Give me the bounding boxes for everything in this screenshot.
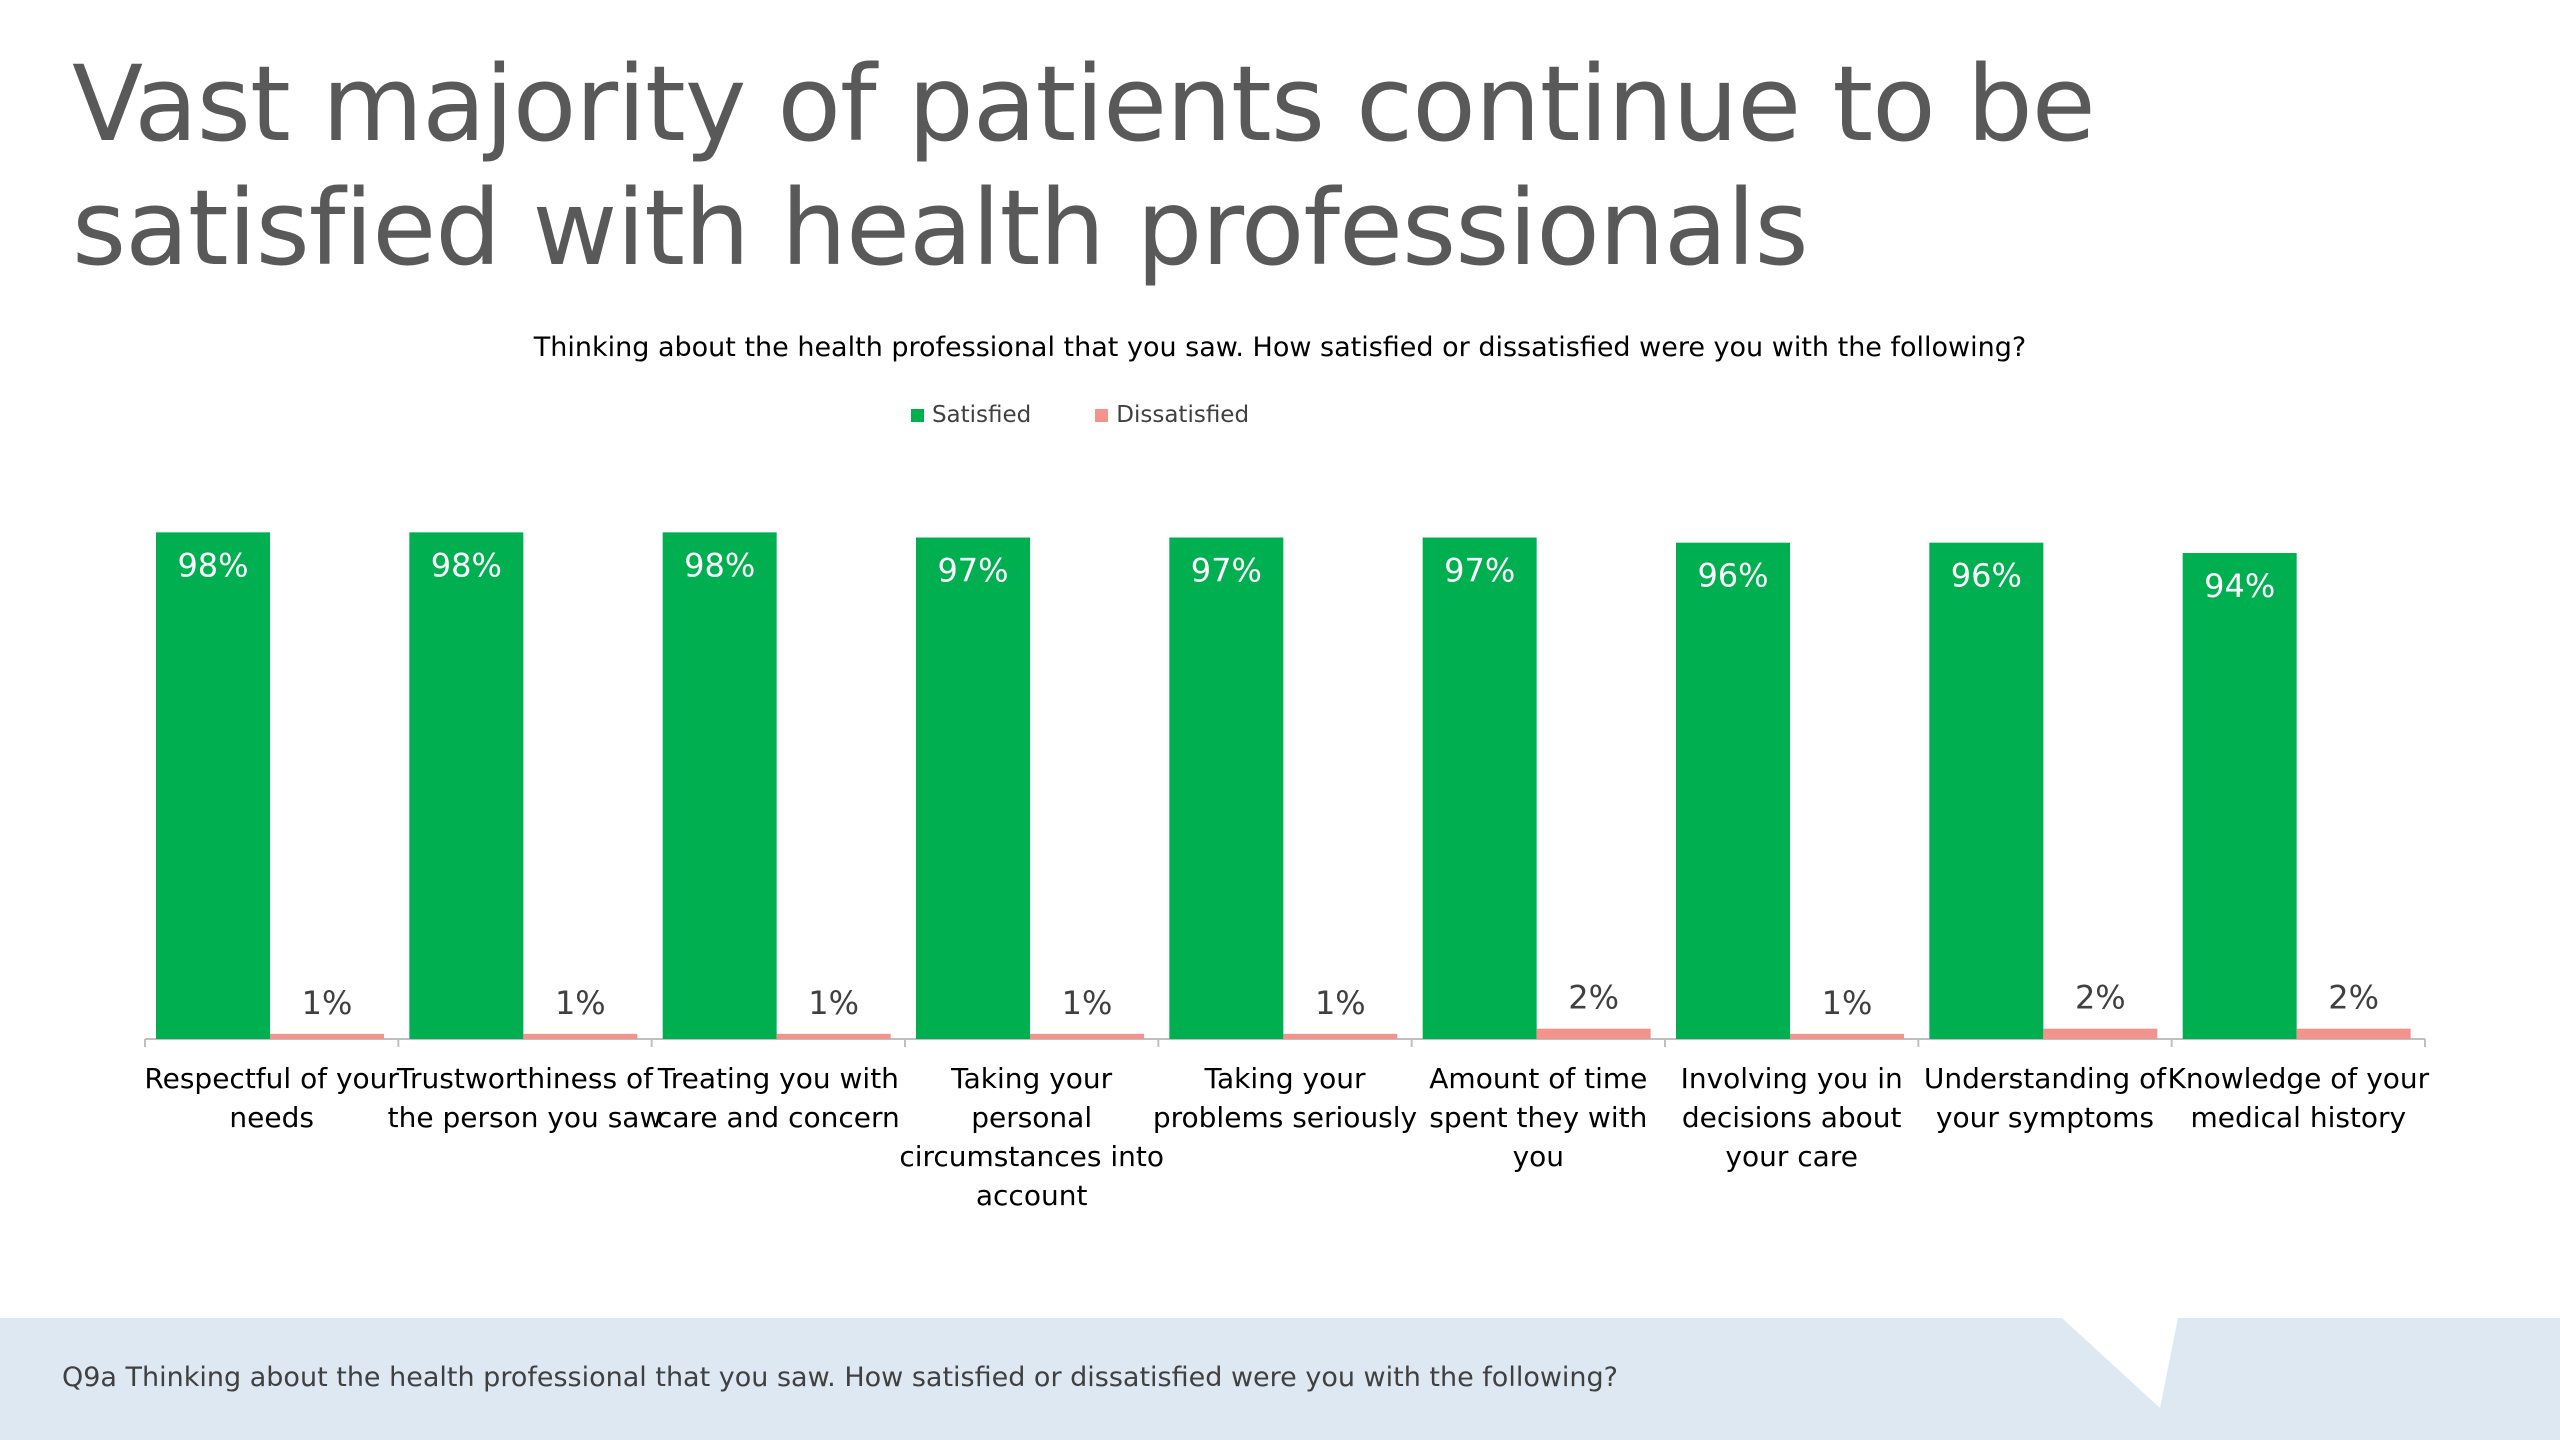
bar-satisfied <box>409 532 524 1039</box>
category-label: Knowledge of your medical history <box>2167 1062 2429 1134</box>
legend-item-satisfied: Satisfied <box>910 402 1032 428</box>
bar-satisfied <box>916 537 1030 1039</box>
data-label-satisfied: 98% <box>431 546 502 584</box>
legend-swatch-dissatisfied <box>1095 408 1109 422</box>
data-label-satisfied: 96% <box>1697 557 1768 595</box>
category-label: Taking your personal circumstances into acc… <box>899 1062 1164 1212</box>
data-label-satisfied: 97% <box>1444 552 1515 590</box>
data-label-dissatisfied: 1% <box>1822 984 1873 1022</box>
category-label: Treating you with care and concern <box>657 1062 900 1134</box>
data-label-satisfied: 97% <box>1191 552 1262 590</box>
bar-dissatisfied <box>1030 1033 1144 1039</box>
bar-satisfied <box>1676 542 1790 1039</box>
bar-dissatisfied <box>2296 1028 2411 1039</box>
bar-dissatisfied <box>523 1033 638 1039</box>
bar-satisfied <box>1929 542 2044 1039</box>
category-label: Taking your problems seriously <box>1153 1062 1417 1134</box>
chart-subtitle: Thinking about the health professional t… <box>533 332 2027 363</box>
bar-satisfied <box>2182 553 2297 1039</box>
bar-dissatisfied <box>270 1033 384 1039</box>
bar-satisfied <box>662 532 777 1039</box>
data-label-satisfied: 98% <box>684 546 755 584</box>
bar-satisfied <box>1422 537 1537 1039</box>
category-label: Involving you in decisions about your care <box>1681 1062 1903 1173</box>
data-label-dissatisfied: 1% <box>808 984 859 1022</box>
legend-label-dissatisfied: Dissatisfied <box>1116 402 1250 428</box>
category-label: Trustworthiness of the person you saw <box>388 1062 663 1134</box>
bar-chart: 98% 1% Respectful of your needs 98% 1% Trustwo… <box>144 532 2430 1212</box>
data-label-dissatisfied: 2% <box>1568 979 1619 1017</box>
data-label-satisfied: 96% <box>1951 557 2022 595</box>
data-label-dissatisfied: 2% <box>2328 979 2379 1017</box>
data-label-dissatisfied: 1% <box>1315 984 1366 1022</box>
category-label: Amount of time spent they with you <box>1429 1062 1647 1173</box>
bar-satisfied <box>156 532 270 1039</box>
bar-dissatisfied <box>1283 1033 1398 1039</box>
bar-dissatisfied <box>2043 1028 2158 1039</box>
slide-title: Vast majority of patients continue to be… <box>72 43 2096 289</box>
data-label-dissatisfied: 1% <box>302 984 353 1022</box>
data-label-dissatisfied: 1% <box>555 984 606 1022</box>
data-label-satisfied: 94% <box>2204 567 2275 605</box>
data-label-dissatisfied: 1% <box>1062 984 1113 1022</box>
legend-label-satisfied: Satisfied <box>931 402 1032 428</box>
data-label-satisfied: 98% <box>177 546 248 584</box>
category-label: Respectful of your needs <box>144 1062 399 1134</box>
bar-dissatisfied <box>776 1033 891 1039</box>
data-label-satisfied: 97% <box>937 552 1008 590</box>
category-label: Understanding of your symptoms <box>1924 1062 2167 1134</box>
bar-dissatisfied <box>1536 1028 1651 1039</box>
legend-item-dissatisfied: Dissatisfied <box>1095 402 1249 428</box>
chart-legend: Satisfied Dissatisfied <box>0 402 2160 428</box>
footer-question-note: Q9a Thinking about the health profession… <box>62 1362 1619 1393</box>
data-label-dissatisfied: 2% <box>2075 979 2126 1017</box>
bar-satisfied <box>1169 537 1284 1039</box>
bar-dissatisfied <box>1790 1033 1904 1039</box>
legend-swatch-satisfied <box>910 408 924 422</box>
